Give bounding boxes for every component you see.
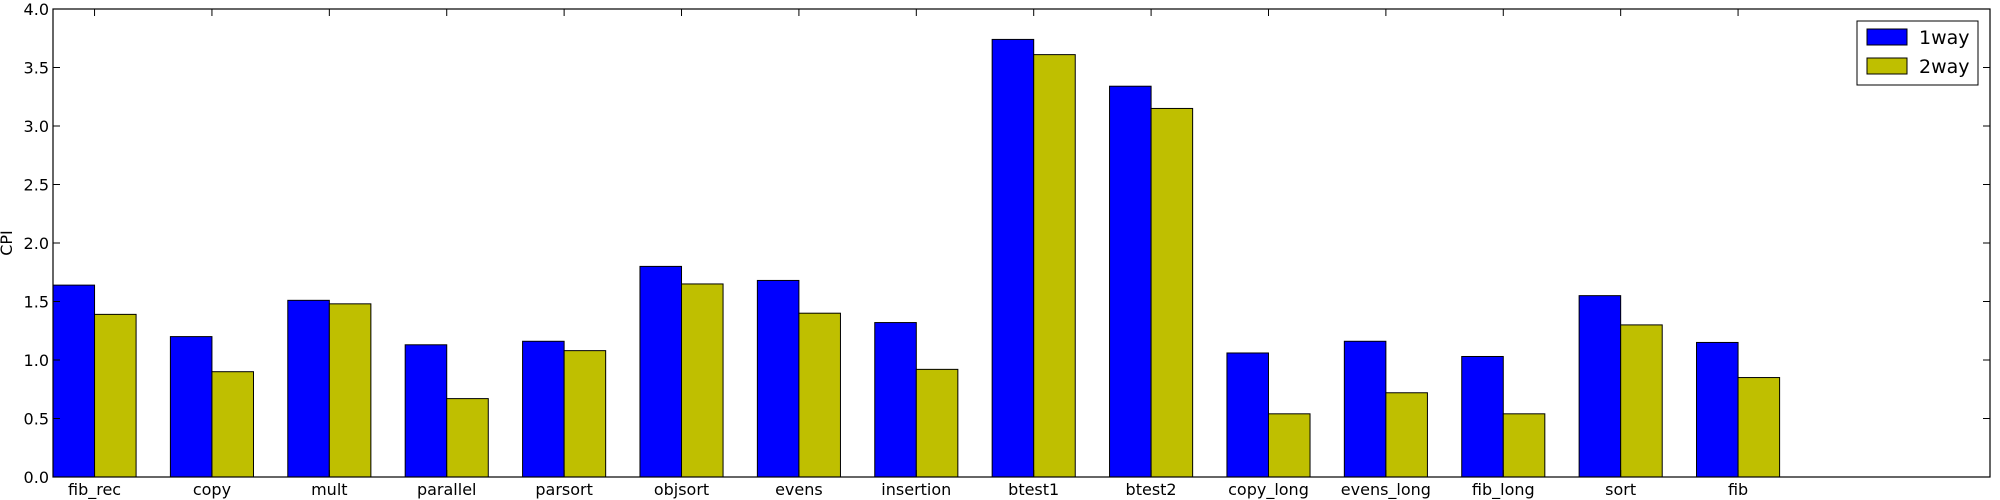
x-tick-label: sort (1605, 480, 1636, 499)
bar-1way-btest1 (991, 38, 1035, 478)
bar-2way-fib_rec (94, 313, 137, 478)
bar-2way-btest1 (1033, 54, 1076, 478)
bar-1way-fib_long (1461, 355, 1504, 478)
bar-1way-objsort (639, 265, 683, 478)
y-tick-label: 1.5 (24, 293, 49, 312)
bar-2way-evens (798, 312, 841, 478)
x-tick-label: objsort (654, 480, 709, 499)
bars-layer (52, 38, 1781, 478)
x-tick-label: parsort (535, 480, 593, 499)
x-tick-label: copy (193, 480, 231, 499)
legend-label-1way: 1way (1919, 27, 1970, 49)
plot-frame (52, 8, 1991, 478)
y-tick-label: 2.5 (24, 176, 49, 195)
legend-swatch-1way (1866, 28, 1908, 46)
legend-swatch-2way (1866, 57, 1908, 75)
x-tick-label: mult (311, 480, 347, 499)
bar-1way-copy_long (1226, 352, 1269, 478)
x-tick-label: evens (775, 480, 823, 499)
bar-1way-evens (756, 279, 800, 478)
bar-1way-parallel (404, 344, 448, 478)
y-tick-label: 0.5 (24, 410, 49, 429)
y-tick-label: 0.0 (24, 468, 49, 487)
bar-1way-mult (287, 299, 330, 478)
y-tick-label: 3.0 (24, 117, 49, 136)
bar-2way-parallel (446, 398, 489, 478)
bar-1way-btest2 (1109, 85, 1152, 478)
bar-2way-objsort (681, 283, 724, 478)
y-axis-label: CPI (0, 230, 16, 256)
y-tick-label: 3.5 (24, 59, 49, 78)
x-axis-ticks: fib_rec copy mult parallel parsort objsort eve… (68, 9, 1748, 500)
bar-1way-fib_rec (52, 284, 96, 478)
bar-2way-copy (211, 371, 254, 478)
y-tick-label: 2.0 (24, 234, 49, 253)
y-tick-label: 4.0 (24, 0, 49, 19)
legend: 1way 2way (1856, 20, 1979, 86)
x-tick-label: evens_long (1341, 480, 1431, 500)
x-tick-label: fib_rec (68, 480, 121, 500)
bar-1way-copy (169, 336, 213, 478)
x-tick-label: fib_long (1472, 480, 1535, 500)
x-tick-label: btest1 (1008, 480, 1059, 499)
legend-label-2way: 2way (1919, 56, 1970, 78)
bar-2way-fib_long (1502, 413, 1546, 478)
bar-2way-parsort (563, 350, 607, 478)
bar-1way-evens_long (1343, 340, 1387, 478)
bar-2way-copy_long (1267, 413, 1311, 478)
bar-2way-fib (1737, 377, 1781, 478)
bar-1way-sort (1578, 295, 1622, 478)
bar-2way-mult (328, 303, 372, 478)
bar-1way-fib (1696, 341, 1739, 478)
bar-2way-evens_long (1385, 392, 1428, 478)
bar-1way-insertion (874, 322, 917, 478)
bar-2way-insertion (915, 368, 959, 478)
bar-1way-parsort (522, 340, 565, 478)
y-axis-ticks: 0.0 0.5 1.0 1.5 2.0 2.5 3.0 3.5 4.0 (24, 0, 1990, 487)
x-tick-label: copy_long (1228, 480, 1309, 500)
x-tick-label: btest2 (1126, 480, 1177, 499)
x-tick-label: parallel (417, 480, 477, 499)
y-tick-label: 1.0 (24, 351, 49, 370)
bar-2way-btest2 (1150, 107, 1194, 478)
x-tick-label: fib (1728, 480, 1748, 499)
bar-2way-sort (1620, 324, 1663, 478)
x-tick-label: insertion (881, 480, 951, 499)
